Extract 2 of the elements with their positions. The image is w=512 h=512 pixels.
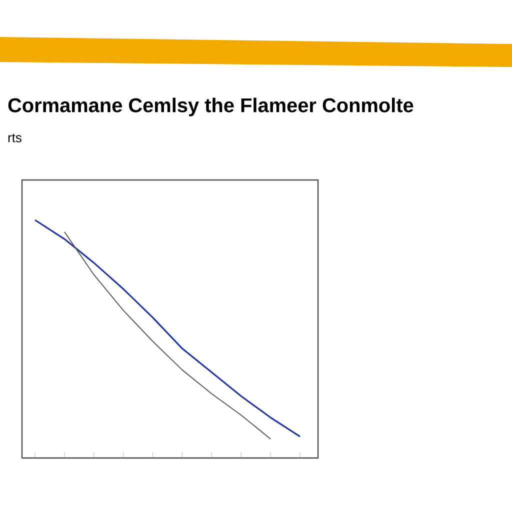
chart-subtitle: rts [8,134,22,142]
chart-title: Cormamane Cemlsy the Flameer Conmolte [8,98,414,116]
